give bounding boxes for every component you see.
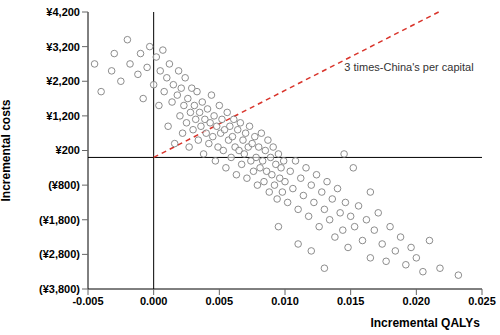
svg-text:0.010: 0.010 [271,295,299,307]
svg-text:0.020: 0.020 [403,295,431,307]
svg-text:0.025: 0.025 [468,295,492,307]
svg-text:(¥800): (¥800) [48,179,80,191]
svg-text:Incremental costs: Incremental costs [8,99,13,201]
svg-text:3 times-China's per capital: 3 times-China's per capital [344,61,473,73]
svg-text:-0.005: -0.005 [72,295,103,307]
svg-text:¥1,200: ¥1,200 [46,110,80,122]
svg-text:¥200: ¥200 [56,144,80,156]
svg-text:(¥3,800): (¥3,800) [39,283,80,295]
svg-text:(¥1,800): (¥1,800) [39,214,80,226]
svg-text:0.015: 0.015 [337,295,365,307]
svg-text:¥4,200: ¥4,200 [46,6,80,18]
svg-text:Incremental QALYs: Incremental QALYs [370,316,480,330]
svg-text:0.005: 0.005 [206,295,234,307]
svg-text:(¥2,800): (¥2,800) [39,248,80,260]
svg-text:0.000: 0.000 [140,295,168,307]
svg-text:¥2,200: ¥2,200 [46,75,80,87]
svg-text:¥3,200: ¥3,200 [46,41,80,53]
